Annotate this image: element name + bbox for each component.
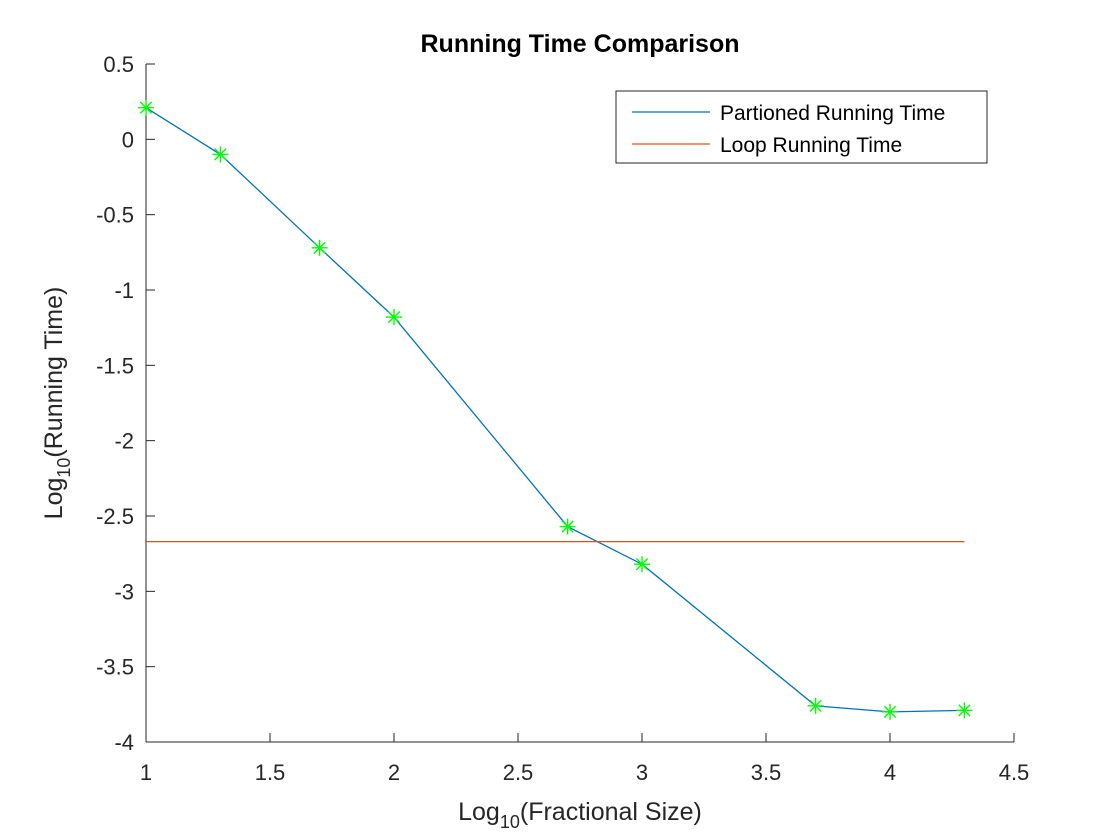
y-tick-label: 0.5 (103, 52, 134, 77)
y-tick-label: -4 (114, 730, 134, 755)
x-tick-label: 4 (884, 760, 896, 785)
y-tick-label: -1.5 (96, 353, 134, 378)
x-axis-label-base: Log (458, 798, 500, 826)
x-tick-label: 1 (140, 760, 152, 785)
legend-box (615, 90, 988, 164)
legend-label-partioned: Partioned Running Time (720, 102, 945, 125)
data-point-marker (138, 99, 154, 116)
y-axis-label-base: Log (40, 478, 68, 520)
data-point-marker (386, 309, 402, 326)
data-point-marker (882, 703, 898, 720)
x-axis-label-subscript: 10 (500, 812, 520, 832)
data-point-marker (311, 239, 328, 256)
data-point-marker (559, 518, 576, 535)
y-tick-label: -3.5 (96, 655, 134, 680)
x-axis-label: Log10(Fractional Size) (458, 798, 702, 832)
x-tick-label: 3 (636, 760, 648, 785)
y-axis-label-subscript: 10 (54, 458, 74, 478)
legend-label-loop: Loop Running Time (720, 134, 902, 157)
plot-area: 1 1.5 2 2.5 3 3.5 4 4.5 0.5 0 -0.5 -1 -1.5 -2 -2.5 -3 -… (96, 52, 1029, 785)
data-point-marker (212, 146, 229, 163)
x-tick-label: 2 (388, 760, 400, 785)
x-tick-label: 4.5 (999, 760, 1030, 785)
x-tick-label: 3.5 (751, 760, 782, 785)
y-tick-label: -0.5 (96, 203, 134, 228)
data-point-marker (807, 697, 824, 714)
y-axis-label-rest: (Running Time) (40, 287, 68, 458)
x-tick-label: 1.5 (255, 760, 286, 785)
data-point-marker (634, 556, 650, 573)
y-tick-label: -2 (114, 429, 134, 454)
legend: Partioned Running Time Loop Running Time (615, 90, 988, 164)
y-axis-ticks: 0.5 0 -0.5 -1 -1.5 -2 -2.5 -3 -3.5 -4 (96, 52, 155, 755)
y-tick-label: -3 (114, 579, 134, 604)
y-tick-label: -1 (114, 278, 134, 303)
chart-title: Running Time Comparison (421, 30, 740, 58)
y-tick-label: 0 (122, 127, 134, 152)
data-point-marker (956, 702, 973, 719)
x-axis-label-rest: (Fractional Size) (520, 798, 702, 826)
y-axis-label: Log10(Running Time) (40, 287, 74, 520)
x-tick-label: 2.5 (503, 760, 534, 785)
y-tick-label: -2.5 (96, 504, 134, 529)
series-layer (138, 99, 973, 720)
x-axis-ticks: 1 1.5 2 2.5 3 3.5 4 4.5 (140, 733, 1029, 785)
